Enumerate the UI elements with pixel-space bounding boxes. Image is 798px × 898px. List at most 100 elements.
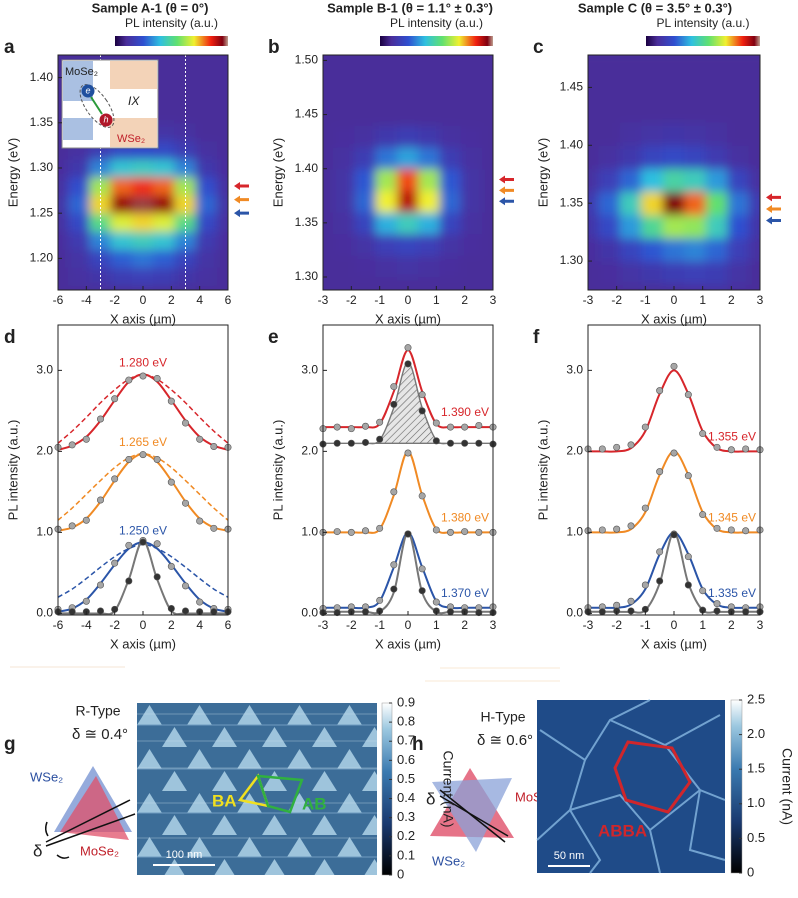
heatmap-cell xyxy=(619,144,643,169)
colorbar-tick-label: 1.5 xyxy=(747,761,765,776)
y-tick-label: 1.45 xyxy=(560,80,584,94)
data-point xyxy=(376,524,384,532)
heatmap-cell xyxy=(195,194,218,214)
data-point xyxy=(641,423,649,431)
panel-letter: h xyxy=(412,734,424,755)
heatmap-cell xyxy=(727,191,750,216)
inset: MoSe₂ e h IX WSe₂ xyxy=(61,59,159,149)
heatmap-cell xyxy=(375,189,398,213)
heatmap-cell xyxy=(727,55,750,77)
heatmap-cell xyxy=(684,144,707,169)
panel-letter: d xyxy=(4,327,16,348)
heatmap-cell xyxy=(588,144,600,169)
heatmap-cell xyxy=(354,168,377,191)
heatmap-cell xyxy=(68,212,91,232)
series-label: 1.355 eV xyxy=(708,430,756,444)
heatmap-cell xyxy=(89,248,112,268)
heatmap-cell xyxy=(354,124,377,148)
x-tick-label: -4 xyxy=(81,293,92,307)
data-point xyxy=(68,522,76,530)
colorbar-label: PL intensity (a.u.) xyxy=(657,16,750,30)
data-point xyxy=(742,527,750,535)
colorbar-label: Current (nA) xyxy=(440,750,456,827)
heatmap-cell xyxy=(460,276,483,290)
x-tick-label: 2 xyxy=(728,293,735,307)
energy-arrow xyxy=(234,182,249,191)
x-tick-label: 1 xyxy=(699,618,706,632)
heatmap-cell xyxy=(195,68,218,88)
heatmap-cell xyxy=(333,103,356,126)
heatmap-cell xyxy=(131,176,155,196)
y-tick-label: 1.50 xyxy=(295,53,319,67)
heatmap-cell xyxy=(641,98,664,123)
heatmap-cell xyxy=(195,248,218,268)
series-label: 1.380 eV xyxy=(441,511,489,525)
heatmap-cell xyxy=(598,75,621,100)
heatmap-cell xyxy=(418,254,441,278)
heatmap-cell xyxy=(439,189,462,213)
data-point xyxy=(347,425,355,433)
heatmap-cell xyxy=(727,98,750,123)
fit-line xyxy=(323,531,493,615)
heatmap-cell xyxy=(439,233,462,256)
heatmap-cell xyxy=(131,212,155,232)
stm-panel-h: H-Type δ ≅ 0.6° MoSe₂ WSe₂ δ ABBA 50 nm xyxy=(425,667,726,874)
data-point xyxy=(182,582,190,590)
heatmap-cell xyxy=(481,254,493,278)
heatmap-cells xyxy=(323,55,493,290)
data-point xyxy=(97,581,105,589)
heatmap-cell xyxy=(323,233,335,256)
data-point xyxy=(742,608,750,616)
x-tick-label: -2 xyxy=(109,618,120,632)
domain-outline xyxy=(256,774,304,814)
heatmap-cell xyxy=(598,214,621,239)
heatmap-cell xyxy=(481,55,493,61)
axis-line xyxy=(45,813,136,847)
heatmap-cell xyxy=(460,254,483,278)
heatmap-cell xyxy=(588,167,600,193)
heatmap-cell xyxy=(481,103,493,126)
heatmap-cell xyxy=(619,260,643,285)
y-tick-label: 1.40 xyxy=(295,161,319,175)
heatmap-cell xyxy=(705,98,729,123)
heatmap xyxy=(323,55,493,290)
x-tick-label: -3 xyxy=(583,618,594,632)
heatmap-cell xyxy=(174,140,197,160)
heatmap-cell xyxy=(216,284,228,290)
heatmap-cell xyxy=(153,55,176,70)
heatmap-cell xyxy=(619,237,643,262)
data-point xyxy=(613,443,621,451)
colorbar-label: PL intensity (a.u.) xyxy=(390,16,483,30)
hatched-area xyxy=(323,361,493,445)
heatmap-cell xyxy=(333,168,356,191)
heatmap-cell xyxy=(58,176,70,196)
heatmap-cell xyxy=(705,75,729,100)
heatmap-cell xyxy=(216,176,228,196)
y-axis-label: PL intensity (a.u.) xyxy=(5,420,20,521)
heatmap-cell xyxy=(216,230,228,250)
x-tick-label: 6 xyxy=(225,618,232,632)
heatmap-cell xyxy=(323,103,335,126)
heatmap-cell xyxy=(174,104,197,124)
x-tick-label: 0 xyxy=(405,618,412,632)
data-point xyxy=(125,541,133,549)
heatmap-cell xyxy=(216,68,228,88)
heatmap-cell xyxy=(641,283,664,290)
heatmap-cell xyxy=(588,214,600,239)
data-point xyxy=(361,608,369,616)
heatmap-cell xyxy=(58,266,70,286)
heatmap-cell xyxy=(619,191,643,216)
heatmap-cell xyxy=(641,260,664,285)
panel-title: Sample A-1 (θ = 0°) xyxy=(92,0,209,15)
heatmap-cell xyxy=(153,284,176,290)
heatmap-cell xyxy=(705,121,729,146)
colorbar-tick-label: 0 xyxy=(747,864,754,879)
heatmap-cell xyxy=(588,55,600,77)
heatmap-cell xyxy=(396,189,420,213)
heatmap-cell xyxy=(418,55,441,61)
heatmap-cell xyxy=(727,75,750,100)
data-point xyxy=(153,573,161,581)
inset-layer xyxy=(110,118,157,147)
heatmap-cell xyxy=(68,176,91,196)
axis-line xyxy=(439,789,506,843)
